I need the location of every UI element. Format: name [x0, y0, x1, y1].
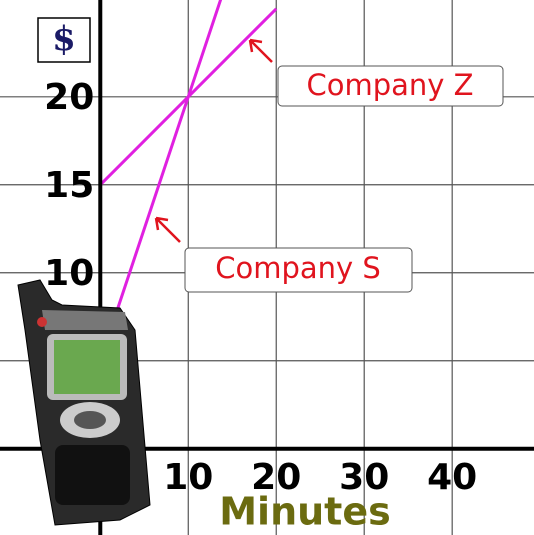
- phone-illustration: [18, 280, 150, 525]
- annotation-s: Company S: [156, 218, 412, 292]
- annotation-text: Company S: [215, 251, 381, 285]
- x-tick-label: 20: [251, 457, 301, 498]
- annotation-z: Company Z: [250, 40, 503, 106]
- annotation-text: Company Z: [306, 68, 473, 102]
- chart: $ Minutes Company Z Company S 5101520102…: [0, 0, 534, 535]
- x-tick-label: 40: [427, 457, 477, 498]
- y-tick-label: 20: [44, 77, 94, 118]
- y-tick-label: 15: [44, 165, 94, 206]
- y-axis-label: $: [52, 19, 76, 59]
- x-tick-label: 30: [339, 457, 389, 498]
- x-tick-label: 10: [163, 457, 213, 498]
- y-tick-label: 10: [44, 253, 94, 294]
